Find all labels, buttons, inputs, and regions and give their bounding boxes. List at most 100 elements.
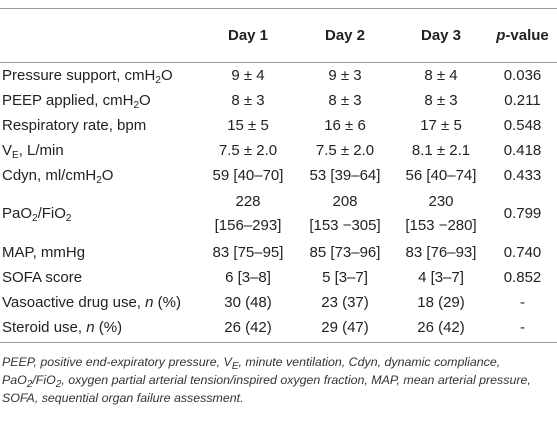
cell-text: 83 [75–95] [212, 243, 284, 261]
value-cell: 0.211 [488, 88, 557, 113]
text-segment: PEEP, positive end-expiratory pressure, … [2, 355, 232, 369]
value-cell: 30 (48) [200, 290, 296, 315]
text-segment: SOFA score [2, 268, 83, 286]
row-label: Vasoactive drug use, n (%) [0, 290, 200, 315]
value-cell: 83 [76–93] [394, 240, 488, 265]
header-cell: Day 1 [200, 8, 296, 63]
header-cell: Day 3 [394, 8, 488, 63]
header-cell: Day 2 [296, 8, 394, 63]
cell-text: 0.740 [503, 243, 542, 261]
header-row: Day 1 Day 2 Day 3 p-value [0, 8, 557, 63]
text-segment: Day 3 [420, 26, 462, 44]
cell-text: 0.036 [503, 66, 542, 84]
text-segment: -value [505, 26, 549, 44]
cell-text: 6 [3–8] [225, 268, 271, 286]
text-segment: Pressure support, cmH [2, 66, 156, 84]
value-cell: 17 ± 5 [394, 113, 488, 138]
value-cell: 8 ± 3 [200, 88, 296, 113]
cell-text: 0.852 [503, 268, 542, 286]
value-cell: 0.418 [488, 138, 557, 163]
cell-text: 0.548 [503, 116, 542, 134]
cell-text: 7.5 ± 2.0 [315, 141, 375, 159]
footnote: PEEP, positive end-expiratory pressure, … [2, 353, 555, 407]
text-segment: PEEP applied, cmH [2, 91, 134, 109]
cell-text: 18 (29) [417, 293, 465, 311]
value-cell: 59 [40–70] [200, 163, 296, 188]
text-segment: Day 2 [324, 26, 366, 44]
text-segment: MAP, mmHg [2, 243, 86, 261]
row-label: Steroid use, n (%) [0, 315, 200, 343]
value-cell: 228 [156–293] [200, 188, 296, 240]
table-row: SOFA score 6 [3–8] 5 [3–7] 4 [3–7] 0.852 [0, 265, 557, 290]
value-cell: 56 [40–74] [394, 163, 488, 188]
text-segment: , L/min [18, 141, 64, 159]
cell-text: 17 ± 5 [420, 116, 462, 134]
cell-text: 0.418 [503, 141, 542, 159]
value-cell: 53 [39–64] [296, 163, 394, 188]
text-segment: n [145, 293, 154, 311]
text-segment: (%) [94, 318, 123, 336]
cell-text: - [520, 318, 525, 336]
row-label: VE, L/min [0, 138, 200, 163]
text-segment: 2 [55, 379, 62, 390]
value-cell: 23 (37) [296, 290, 394, 315]
cell-text: 5 [3–7] [322, 268, 368, 286]
cell-text: 9 ± 3 [328, 66, 362, 84]
cell-text: 23 (37) [321, 293, 369, 311]
cell-text: 9 ± 4 [231, 66, 265, 84]
value-cell: 6 [3–8] [200, 265, 296, 290]
row-label: PEEP applied, cmH2O [0, 88, 200, 113]
cell-text: 29 (47) [321, 318, 369, 336]
cell-text: 26 (42) [224, 318, 272, 336]
value-cell: - [488, 290, 557, 315]
table-row: Cdyn, ml/cmH2O 59 [40–70] 53 [39–64] 56 [40… [0, 163, 557, 188]
value-cell: 0.852 [488, 265, 557, 290]
row-label: SOFA score [0, 265, 200, 290]
text-segment: 2 [155, 74, 161, 86]
text-segment: (%) [153, 293, 181, 311]
table-row: PaO2/FiO2 228 [156–293] 208 [153 −305] 230 [15… [0, 188, 557, 240]
value-cell: 0.433 [488, 163, 557, 188]
cell-text: 0.799 [503, 205, 542, 222]
value-cell: 18 (29) [394, 290, 488, 315]
header-cell: p-value [488, 8, 557, 63]
text-segment: 2 [96, 174, 102, 186]
text-segment: O [101, 166, 114, 184]
value-cell: 26 (42) [394, 315, 488, 343]
value-cell: 16 ± 6 [296, 113, 394, 138]
value-cell: 29 (47) [296, 315, 394, 343]
text-segment: 2 [32, 213, 38, 224]
value-cell: - [488, 315, 557, 343]
cell-text: 8 ± 3 [328, 91, 362, 109]
row-label: Cdyn, ml/cmH2O [0, 163, 200, 188]
cell-text: 7.5 ± 2.0 [218, 141, 278, 159]
page: Day 1 Day 2 Day 3 p-value Pressure support,… [0, 8, 557, 422]
text-segment: V [2, 141, 13, 159]
cell-text: 26 (42) [417, 318, 465, 336]
table-row: Steroid use, n (%) 26 (42) 29 (47) 26 (42) - [0, 315, 557, 343]
text-segment: E [12, 149, 19, 161]
data-table: Day 1 Day 2 Day 3 p-value Pressure support,… [0, 8, 557, 343]
value-cell: 5 [3–7] [296, 265, 394, 290]
text-segment: /FiO [32, 373, 56, 387]
value-cell: 15 ± 5 [200, 113, 296, 138]
value-cell: 8 ± 3 [296, 88, 394, 113]
row-label: MAP, mmHg [0, 240, 200, 265]
cell-text: 15 ± 5 [227, 116, 269, 134]
row-label: Pressure support, cmH2O [0, 63, 200, 89]
header-cell [0, 8, 200, 63]
table-row: PEEP applied, cmH2O 8 ± 3 8 ± 3 8 ± 3 0.211 [0, 88, 557, 113]
value-cell: 0.740 [488, 240, 557, 265]
cell-text: 0.433 [503, 166, 542, 184]
cell-text: 8 ± 3 [231, 91, 265, 109]
table-row: VE, L/min 7.5 ± 2.0 7.5 ± 2.0 8.1 ± 2.1 0.41… [0, 138, 557, 163]
row-label: Respiratory rate, bpm [0, 113, 200, 138]
value-cell: 230 [153 −280] [394, 188, 488, 240]
cell-text: 53 [39–64] [309, 166, 381, 184]
value-cell: 9 ± 4 [200, 63, 296, 89]
text-segment: Day 1 [227, 26, 269, 44]
text-segment: Steroid use, [2, 318, 87, 336]
text-segment: 2 [133, 99, 140, 111]
text-segment: Cdyn, ml/cmH [2, 166, 97, 184]
cell-line: 230 [428, 193, 454, 210]
